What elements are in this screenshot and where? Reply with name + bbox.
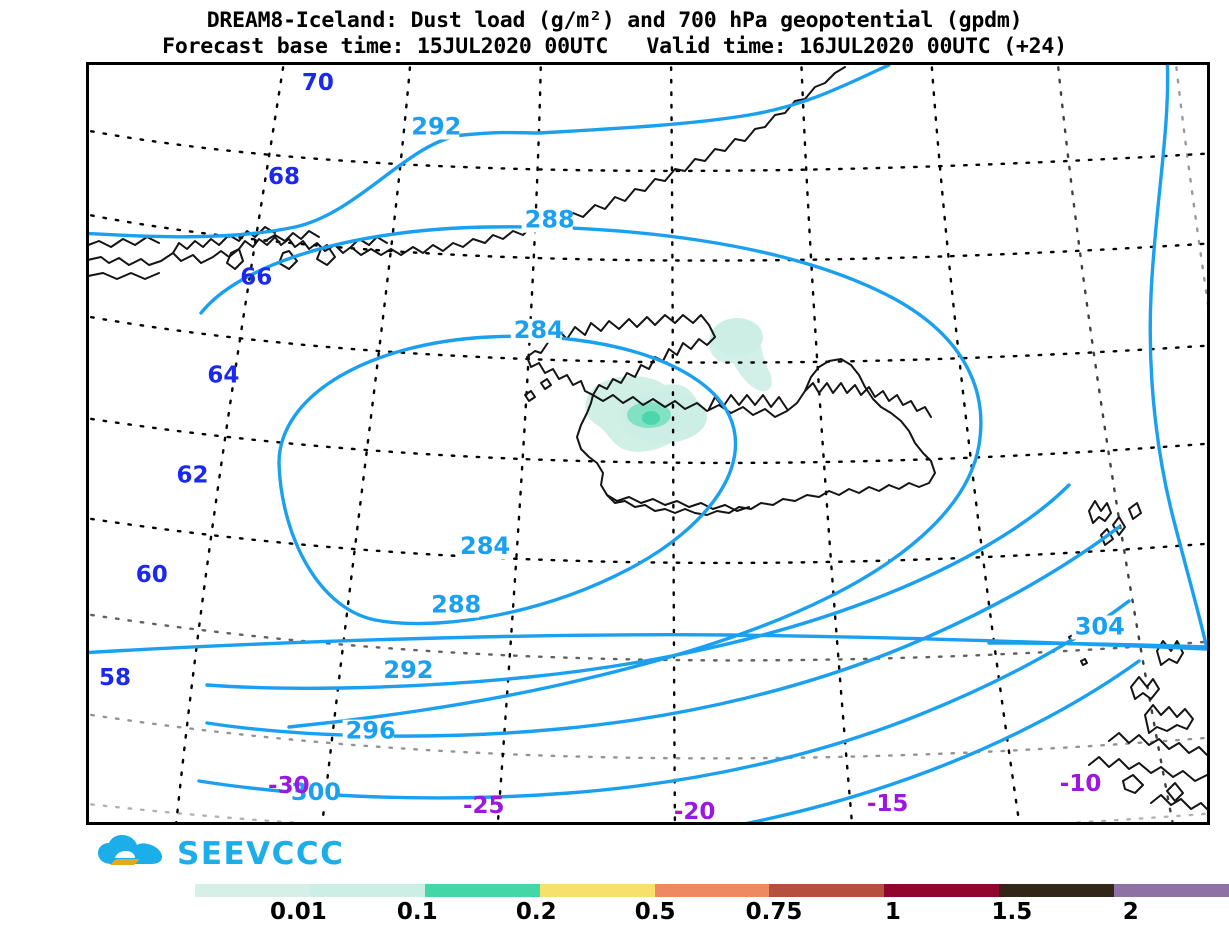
colorbar-segment bbox=[999, 884, 1115, 897]
colorbar-tick-label: 0.2 bbox=[515, 899, 557, 925]
contour-label-mask bbox=[342, 719, 394, 744]
longitude-label: -25 bbox=[463, 793, 505, 819]
colorbar-tick-labels: 0.01 0.1 0.2 0.5 0.75 1 1.5 2 bbox=[195, 899, 1229, 929]
colorbar: 0.01 0.1 0.2 0.5 0.75 1 1.5 2 bbox=[195, 884, 1229, 929]
seevccc-logo: SEEVCCC bbox=[96, 832, 344, 876]
longitude-label: -20 bbox=[674, 799, 716, 822]
colorbar-segment bbox=[309, 884, 425, 897]
latitude-label: 70 bbox=[302, 70, 334, 96]
contour-label-mask bbox=[510, 318, 562, 343]
colorbar-tick-label: 0.1 bbox=[396, 899, 438, 925]
colorbar-tick-label: 2 bbox=[1122, 899, 1139, 925]
colorbar-segment bbox=[195, 884, 310, 897]
contour-label-mask bbox=[287, 781, 339, 806]
contour-label: 292 bbox=[383, 656, 433, 684]
latitude-label: 62 bbox=[177, 463, 209, 489]
contour-label: 284 bbox=[460, 532, 510, 560]
colorbar-tick-label: 0.75 bbox=[745, 899, 803, 925]
contour-label: 288 bbox=[525, 206, 575, 234]
longitude-label: -10 bbox=[1060, 771, 1102, 797]
contour-label: 300 bbox=[291, 778, 341, 806]
contour-label: 296 bbox=[346, 717, 396, 745]
colorbar-tick-label: 0.5 bbox=[634, 899, 676, 925]
graticule bbox=[89, 65, 1207, 822]
contour-label-mask bbox=[1071, 615, 1123, 640]
latitude-label: 66 bbox=[240, 264, 272, 290]
contour-label: 304 bbox=[1075, 612, 1125, 640]
cloud-icon bbox=[98, 835, 162, 865]
contour-label-mask bbox=[408, 115, 460, 140]
contour-label: 284 bbox=[514, 316, 564, 344]
longitude-labels: -30 -25 -20 -15 -10 bbox=[268, 771, 1101, 822]
colorbar-segment bbox=[424, 884, 540, 897]
colorbar-segment bbox=[769, 884, 885, 897]
latitude-labels: 70 68 66 64 62 60 58 bbox=[99, 70, 334, 691]
colorbar-segment bbox=[884, 884, 1000, 897]
contour-label-mask bbox=[457, 535, 509, 560]
colorbar-segment bbox=[654, 884, 770, 897]
contour-label: 288 bbox=[431, 591, 481, 619]
logo-text: SEEVCCC bbox=[177, 836, 345, 872]
dust-load-shading bbox=[585, 318, 772, 452]
contour-label: 292 bbox=[411, 112, 461, 140]
colorbar-strip bbox=[195, 884, 1229, 897]
latitude-label: 60 bbox=[136, 562, 168, 588]
contour-label-mask bbox=[521, 208, 573, 233]
forecast-time-subtitle: Forecast base time: 15JUL2020 00UTC Vali… bbox=[162, 34, 1067, 60]
contour-label-mask bbox=[428, 593, 480, 618]
latitude-label: 58 bbox=[99, 665, 131, 691]
longitude-label: -15 bbox=[867, 791, 909, 817]
chart-title-block: DREAM8-Iceland: Dust load (g/m²) and 700… bbox=[0, 8, 1229, 60]
colorbar-segment bbox=[1114, 884, 1229, 897]
page-title: DREAM8-Iceland: Dust load (g/m²) and 700… bbox=[206, 8, 1023, 33]
contour-label-mask bbox=[380, 659, 432, 684]
longitude-label: -30 bbox=[268, 773, 310, 799]
latitude-label: 64 bbox=[207, 362, 239, 388]
colorbar-tick-label: 0.01 bbox=[270, 899, 327, 925]
colorbar-tick-label: 1 bbox=[884, 899, 901, 925]
latitude-label: 68 bbox=[268, 164, 300, 190]
map-panel: 292 288 284 284 288 292 296 300 304 70 68 66 64 62 60… bbox=[86, 62, 1210, 825]
colorbar-tick-label: 1.5 bbox=[991, 899, 1033, 925]
map-canvas: 292 288 284 284 288 292 296 300 304 70 68 66 64 62 60… bbox=[89, 65, 1207, 822]
contour-labels: 292 288 284 284 288 292 296 300 304 bbox=[287, 112, 1125, 806]
colorbar-segment bbox=[539, 884, 655, 897]
